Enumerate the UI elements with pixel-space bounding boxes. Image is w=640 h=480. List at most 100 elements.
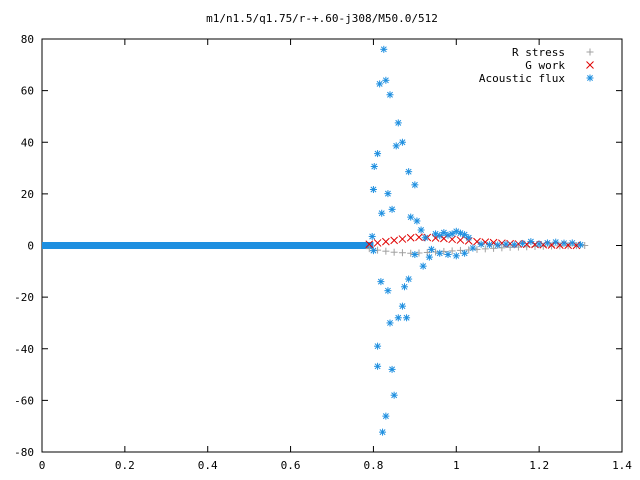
- data-point-star: [401, 283, 408, 291]
- data-point-star: [436, 249, 444, 257]
- data-point-star: [421, 234, 429, 242]
- data-point-star: [386, 319, 394, 327]
- data-point-star: [477, 240, 485, 248]
- x-tick-label: 0.8: [363, 459, 383, 472]
- data-point-cross: [390, 236, 398, 245]
- data-point-star: [425, 253, 433, 261]
- acoustic-flux-baseline-band: [42, 242, 374, 249]
- data-point-star: [461, 231, 469, 239]
- data-marks: [42, 45, 589, 436]
- data-point-star: [444, 251, 452, 259]
- data-point-cross: [456, 236, 465, 244]
- data-point-star: [436, 232, 444, 240]
- x-tick-label: 1.2: [529, 459, 549, 472]
- data-point-star: [369, 185, 377, 193]
- y-tick-label: 60: [21, 85, 34, 98]
- data-point-cross: [382, 237, 390, 246]
- data-point-plus: [506, 243, 514, 251]
- data-point-plus: [390, 248, 398, 256]
- data-point-cross: [373, 239, 382, 247]
- data-point-star: [519, 239, 527, 247]
- data-point-plus: [456, 246, 464, 254]
- data-point-star: [379, 428, 387, 436]
- data-point-star: [510, 241, 518, 249]
- data-point-plus: [481, 245, 489, 253]
- series-r-stress: [365, 242, 589, 257]
- data-point-star: [411, 251, 419, 259]
- data-point-star: [374, 362, 382, 370]
- x-tick-label: 1.4: [612, 459, 632, 472]
- data-point-star: [392, 142, 400, 150]
- data-point-star: [407, 213, 415, 221]
- x-tick-label: 0.2: [115, 459, 135, 472]
- data-point-star: [388, 365, 396, 373]
- y-tick-label: -60: [14, 394, 34, 407]
- y-tick-label: 0: [27, 240, 34, 253]
- data-point-star: [465, 234, 473, 242]
- data-point-star: [398, 138, 406, 146]
- data-point-star: [380, 45, 388, 53]
- data-point-star: [384, 287, 392, 295]
- y-tick-label: -80: [14, 446, 34, 459]
- data-point-star: [452, 252, 460, 260]
- y-tick-label: 20: [21, 188, 34, 201]
- chart-title: m1/n1.5/q1.75/r-+.60-j308/M50.0/512: [206, 12, 438, 25]
- data-point-star: [382, 76, 390, 84]
- series-g-work: [365, 233, 581, 250]
- data-point-star: [369, 247, 377, 255]
- data-point-star: [427, 245, 435, 253]
- data-point-star: [388, 205, 396, 213]
- legend-marker: [586, 48, 594, 56]
- data-point-cross: [440, 234, 448, 243]
- series-acoustic-flux: [368, 45, 585, 436]
- legend-label: Acoustic flux: [479, 72, 565, 85]
- data-point-star: [374, 342, 382, 350]
- axes: 80 60 40 20 0 -20 -40 -60 -80 0 0.2 0.4 0.6 0.8 1 1.2 1.…: [14, 33, 632, 472]
- data-point-plus: [448, 247, 456, 255]
- data-point-star: [469, 244, 477, 252]
- data-point-star: [394, 119, 402, 127]
- legend-label: G work: [525, 59, 565, 72]
- legend-marker: [586, 61, 594, 69]
- data-point-star: [527, 238, 535, 246]
- data-point-star: [440, 229, 448, 237]
- data-point-star: [448, 230, 456, 238]
- data-point-cross: [415, 233, 423, 242]
- data-point-star: [368, 232, 376, 240]
- data-point-star: [560, 239, 568, 247]
- data-point-cross: [398, 235, 407, 243]
- data-point-plus: [374, 246, 382, 254]
- data-point-star: [535, 240, 543, 248]
- data-point-plus: [556, 242, 564, 250]
- data-point-star: [502, 240, 510, 248]
- data-point-star: [419, 262, 427, 270]
- data-point-plus: [498, 244, 506, 252]
- data-point-plus: [548, 242, 556, 250]
- data-point-star: [494, 241, 502, 249]
- x-tick-label: 0.4: [198, 459, 218, 472]
- data-point-star: [378, 209, 386, 217]
- data-point-star: [485, 241, 493, 249]
- data-point-plus: [581, 242, 589, 249]
- data-point-star: [398, 302, 406, 310]
- y-tick-label: -40: [14, 343, 34, 356]
- data-point-star: [386, 91, 394, 99]
- data-point-star: [405, 275, 413, 283]
- y-tick-label: 40: [21, 136, 34, 149]
- legend-label: R stress: [512, 46, 565, 59]
- data-point-plus: [382, 247, 390, 255]
- y-tick-label: -20: [14, 291, 34, 304]
- data-point-star: [384, 190, 392, 198]
- data-point-star: [374, 150, 382, 158]
- legend-marker: [586, 74, 594, 82]
- data-point-cross: [406, 233, 415, 242]
- data-point-star: [377, 278, 385, 286]
- x-tick-label: 0: [39, 459, 46, 472]
- data-point-star: [461, 249, 469, 257]
- data-point-star: [568, 239, 576, 247]
- data-point-star: [577, 241, 585, 249]
- data-point-star: [403, 314, 411, 322]
- data-point-plus: [398, 249, 406, 257]
